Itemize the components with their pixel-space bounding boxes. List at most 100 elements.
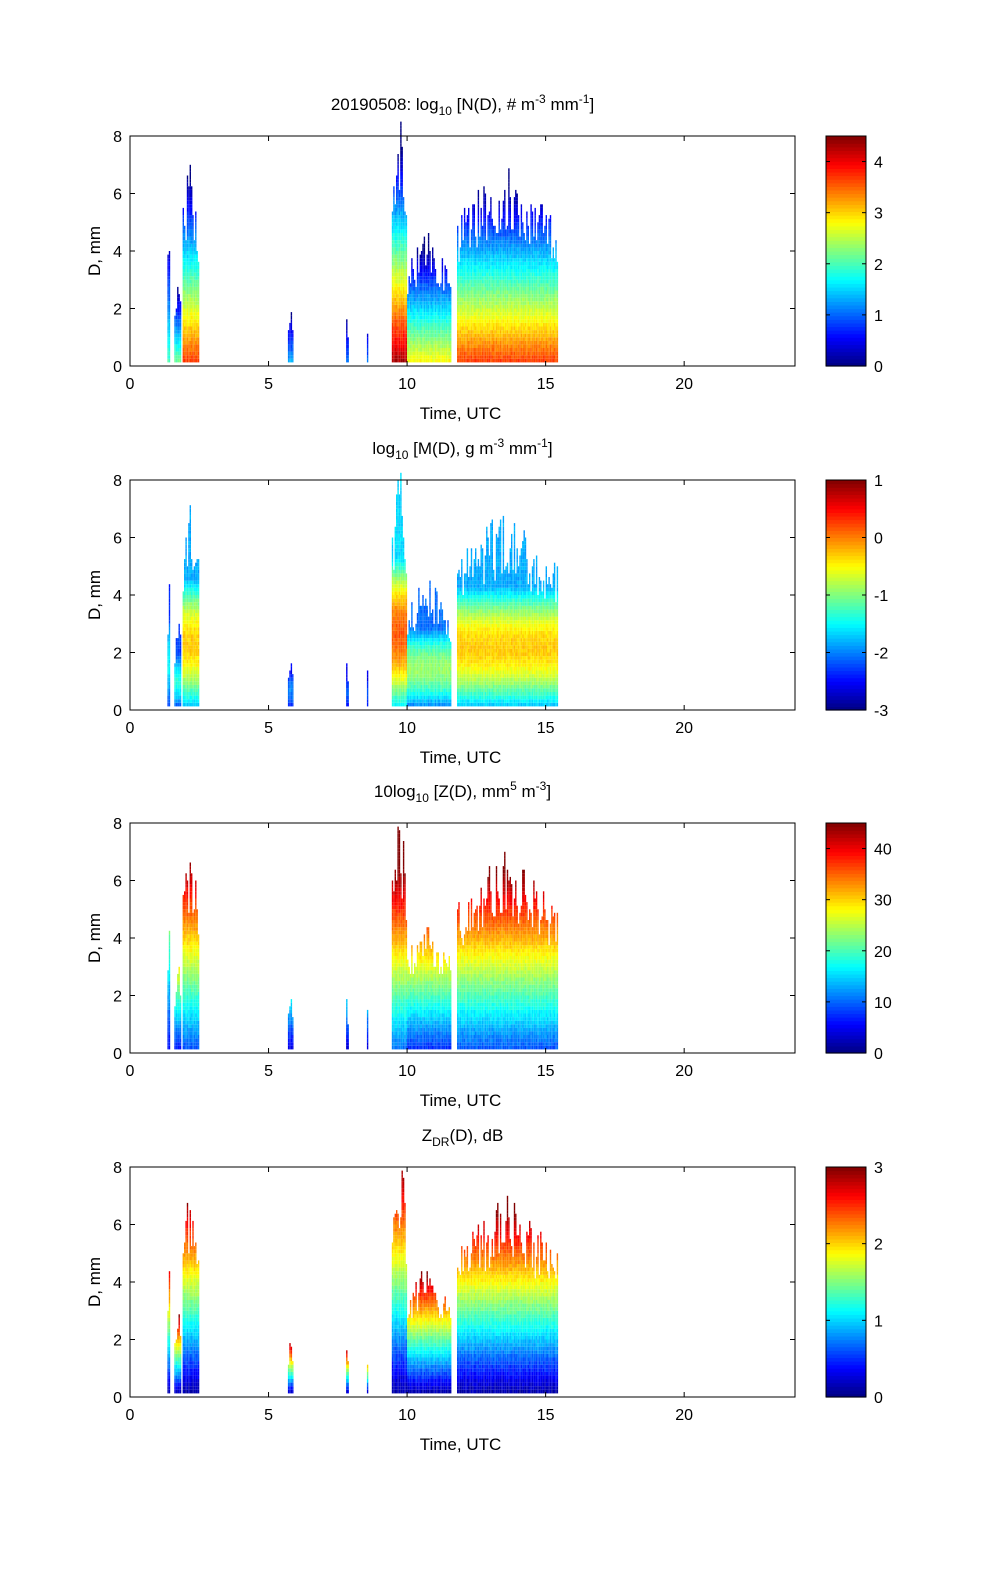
heatmap-cell [512,240,514,244]
heatmap-cell [526,294,528,298]
heatmap-cell [195,276,197,280]
heatmap-cell [530,322,532,327]
heatmap-cell [189,182,191,187]
heatmap-cell [511,301,513,305]
heatmap-cell [186,330,189,334]
heatmap-cell [466,222,469,226]
heatmap-cell [473,233,475,237]
heatmap-cell [540,218,542,223]
heatmap-cell [515,286,517,291]
heatmap-cell [513,215,516,219]
heatmap-cell [555,276,557,280]
heatmap-cell [396,247,398,251]
heatmap-cell [506,236,509,241]
heatmap-cell [480,261,482,266]
heatmap-cell [465,319,467,323]
heatmap-cell [511,265,513,269]
heatmap-cell [486,340,488,345]
heatmap-cell [397,211,399,216]
heatmap-cell [472,211,474,216]
heatmap-cell [461,247,463,251]
heatmap-cell [412,304,414,309]
heatmap-cell [479,330,481,334]
heatmap-cell [516,247,518,251]
heatmap-cell [493,330,495,334]
heatmap-cell [483,269,485,273]
heatmap-cell [490,355,492,359]
heatmap-cell [440,308,442,313]
heatmap-cell [394,207,396,212]
heatmap-cell [407,348,409,352]
heatmap-cell [445,355,448,359]
heatmap-cell [522,312,524,316]
heatmap-cell [347,348,349,352]
heatmap-cell [391,265,394,269]
heatmap-cell [394,337,396,341]
heatmap-cell [481,315,484,320]
heatmap-cell [486,355,488,359]
heatmap-cell [501,333,503,338]
heatmap-cell [463,254,466,259]
heatmap-cell [196,351,198,356]
heatmap-cell [487,240,489,244]
heatmap-cell [506,304,509,309]
heatmap-cell [436,337,438,341]
heatmap-cell [508,312,510,316]
heatmap-cell [450,315,452,320]
heatmap-cell [542,240,545,244]
heatmap-cell [420,308,423,313]
heatmap-cell [516,355,518,359]
heatmap-cell [522,258,524,262]
heatmap-cell [436,308,438,313]
heatmap-cell [519,337,521,341]
heatmap-cell [441,269,444,273]
heatmap-cell [397,301,399,305]
heatmap-cell [179,301,182,305]
heatmap-cell [401,261,403,266]
heatmap-cell [479,344,481,348]
heatmap-cell [188,251,190,255]
heatmap-cell [408,312,410,316]
heatmap-cell [465,297,467,302]
heatmap-cell [499,308,502,313]
heatmap-cell [470,297,473,302]
heatmap-cell [461,351,463,356]
heatmap-cell [192,312,194,316]
heatmap-cell [537,247,539,251]
heatmap-cell [534,308,536,313]
heatmap-cell [481,225,484,230]
heatmap-cell [427,240,430,244]
heatmap-cell [438,348,441,352]
heatmap-cell [185,258,187,262]
heatmap-cell [509,330,511,334]
heatmap-cell [537,290,539,295]
heatmap-cell [501,265,503,269]
heatmap-cell [188,351,190,356]
heatmap-cell [461,315,463,320]
heatmap-cell [402,351,405,356]
heatmap-cell [177,358,179,363]
heatmap-cell [186,204,189,208]
heatmap-cell [508,236,510,241]
heatmap-cell [398,312,401,316]
heatmap-cell [509,326,511,331]
heatmap-cell [535,322,538,327]
heatmap-cell [400,330,402,334]
heatmap-cell [519,272,521,277]
heatmap-cell [549,218,552,223]
heatmap-cell [497,283,499,287]
heatmap-cell [555,348,557,352]
heatmap-cell [391,308,394,313]
heatmap-cell [494,358,496,363]
heatmap-cell [509,279,511,284]
heatmap-cell [516,272,518,277]
heatmap-cell [509,290,511,295]
heatmap-cell [549,308,552,313]
heatmap-cell [400,294,402,298]
heatmap-cell [509,283,511,287]
heatmap-cell [508,222,510,226]
heatmap-cell [470,243,473,248]
heatmap-cell [175,348,178,352]
heatmap-cell [479,283,481,287]
heatmap-cell [444,286,446,291]
